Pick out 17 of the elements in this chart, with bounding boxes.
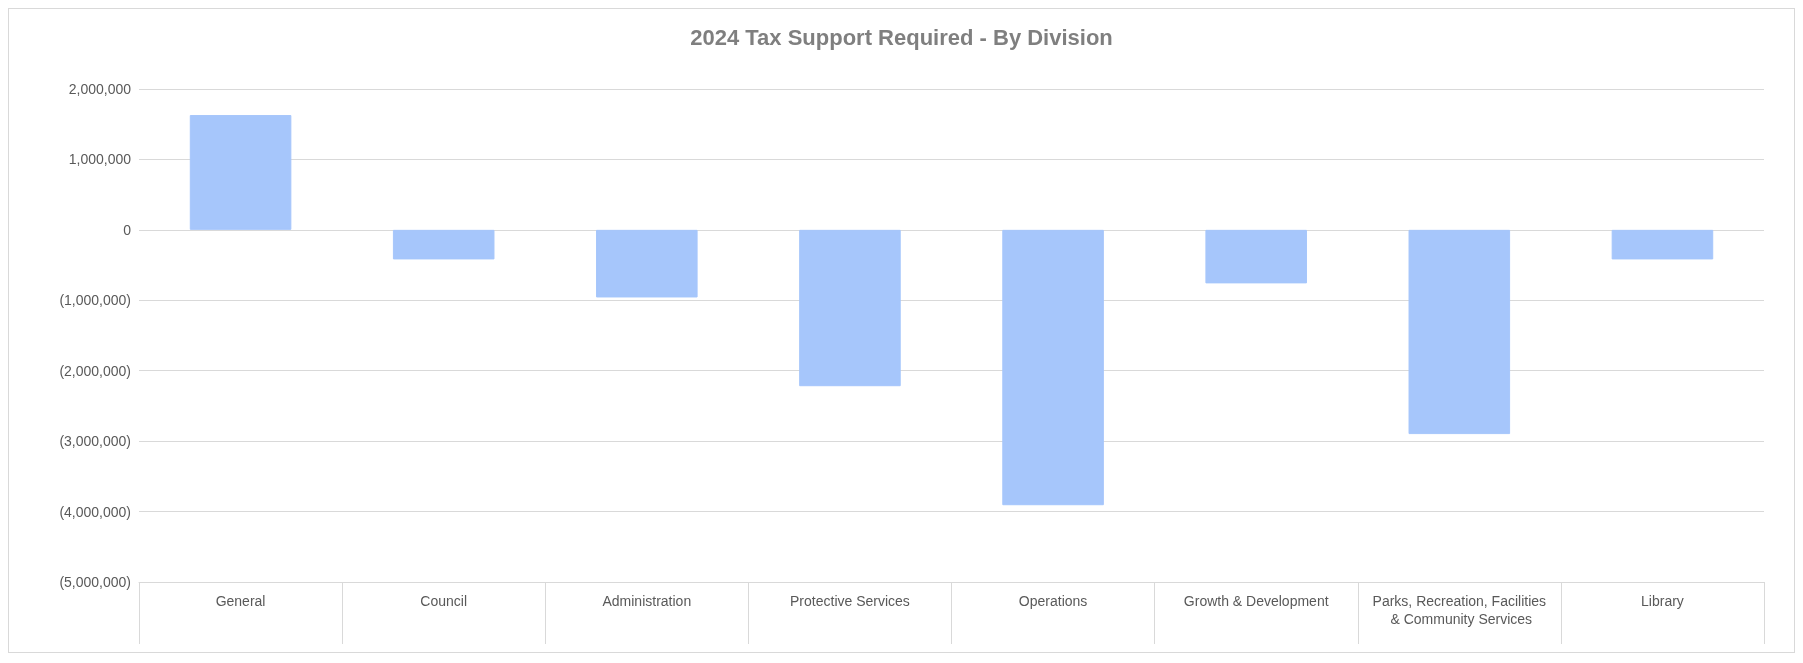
x-tick-label: Council: [420, 593, 468, 609]
x-tick-label: Protective Services: [790, 593, 910, 609]
x-tick-label: Library: [1641, 593, 1684, 609]
y-tick-label: (2,000,000): [59, 362, 131, 379]
chart-title: 2024 Tax Support Required - By Division: [690, 24, 1113, 50]
y-tick-label: (3,000,000): [59, 433, 131, 450]
y-tick-label: (1,000,000): [59, 292, 131, 309]
x-tick-label: Administration: [602, 593, 692, 609]
y-tick-label: 1,000,000: [68, 151, 132, 168]
y-tick-label: 0: [123, 221, 132, 238]
x-tick-label: Growth & Development: [1183, 593, 1329, 609]
x-tick-label: Operations: [1018, 593, 1088, 609]
x-tick-label: General: [215, 593, 266, 609]
y-tick-label: 2,000,000: [68, 81, 132, 97]
x-tick-label: Parks, Recreation, Facilities & Community Services: [1372, 593, 1547, 627]
y-tick-label: (4,000,000): [59, 503, 131, 520]
y-tick-label: (5,000,000): [59, 574, 131, 590]
